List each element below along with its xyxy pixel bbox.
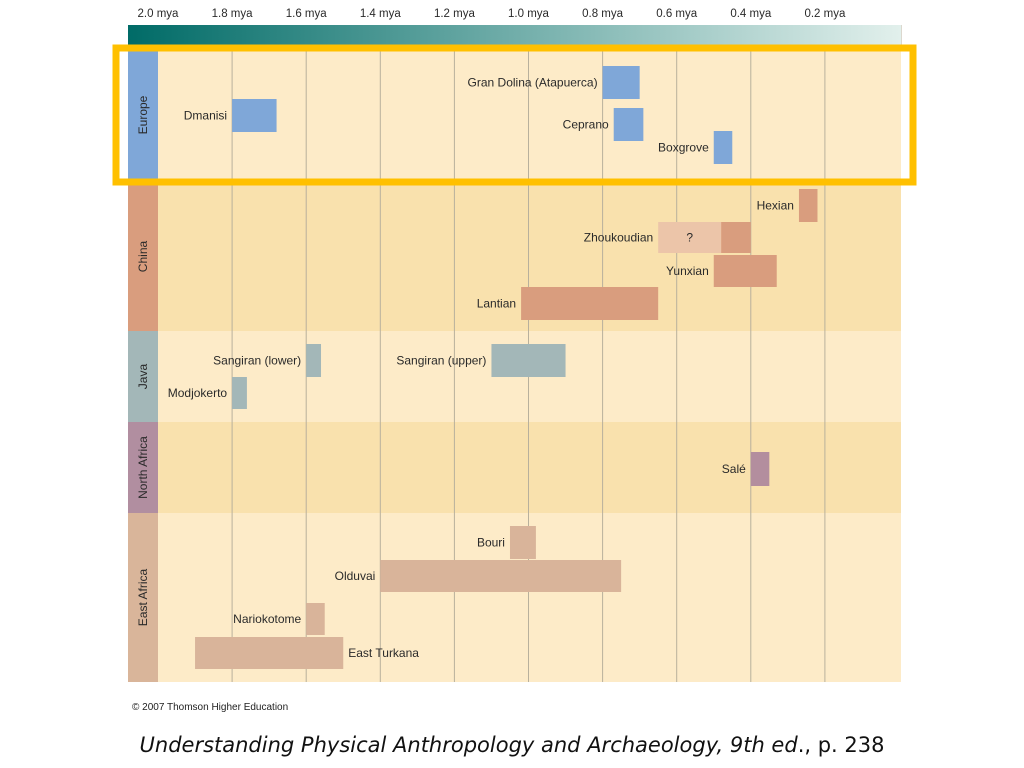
- site-label-east-turkana: East Turkana: [348, 646, 419, 660]
- region-panel-north-africa: [128, 422, 901, 513]
- timeline-chart: 2.0 mya 1.8 mya 1.6 mya 1.4 mya 1.2 mya 1.0 m…: [112, 8, 917, 682]
- site-bar-zhoukoudian: [721, 222, 751, 253]
- x-tick-label: 0.6 mya: [656, 8, 698, 20]
- citation-page: ., p. 238: [797, 733, 885, 757]
- site-bar-boxgrove: [713, 131, 733, 164]
- citation-caption: Understanding Physical Anthropology and …: [0, 733, 1024, 757]
- site-bar-sangiran-lower: [306, 344, 322, 377]
- site-bar-lantian: [521, 287, 659, 320]
- x-tick-label: 0.8 mya: [582, 8, 624, 20]
- region-label-north-africa: North Africa: [136, 436, 150, 499]
- site-label-lantian: Lantian: [477, 297, 516, 311]
- region-strip-china: [128, 182, 158, 331]
- site-label-dmanisi: Dmanisi: [184, 109, 227, 123]
- x-tick-label: 1.4 mya: [360, 8, 402, 20]
- copyright-text: © 2007 Thomson Higher Education: [132, 702, 289, 713]
- site-label-olduvai: Olduvai: [335, 569, 376, 583]
- site-bar-gran-dolina-atapuerca: [602, 66, 640, 99]
- x-tick-label: 1.0 mya: [508, 8, 550, 20]
- region-label-china: China: [136, 241, 150, 273]
- site-bar-hexian: [798, 189, 818, 222]
- site-label-sangiran-upper: Sangiran (upper): [396, 354, 486, 368]
- x-tick-label: 1.8 mya: [212, 8, 254, 20]
- region-label-east-africa: East Africa: [136, 568, 150, 626]
- uncertain-mark: ?: [686, 231, 693, 245]
- site-label-gran-dolina-atapuerca: Gran Dolina (Atapuerca): [468, 76, 598, 90]
- site-bar-east-turkana: [195, 637, 344, 669]
- site-label-yunxian: Yunxian: [666, 264, 709, 278]
- x-tick-label: 1.6 mya: [286, 8, 328, 20]
- site-label-modjokerto: Modjokerto: [168, 386, 228, 400]
- europe-highlight-box: [112, 44, 917, 186]
- site-bar-nariokotome: [306, 603, 325, 635]
- region-label-europe: Europe: [136, 95, 150, 134]
- site-bar-bouri: [509, 526, 536, 559]
- region-strip-north-africa: [128, 422, 158, 513]
- site-label-nariokotome: Nariokotome: [233, 612, 301, 626]
- x-tick-label: 1.2 mya: [434, 8, 476, 20]
- region-strip-east-africa: [128, 513, 158, 682]
- site-bar-sangiran-upper: [491, 344, 566, 377]
- site-bar-sal: [750, 452, 770, 486]
- citation-title: Understanding Physical Anthropology and …: [139, 733, 798, 757]
- site-label-sangiran-lower: Sangiran (lower): [213, 354, 301, 368]
- x-tick-label: 2.0 mya: [138, 8, 180, 20]
- site-bar-ceprano: [613, 108, 644, 141]
- site-label-boxgrove: Boxgrove: [658, 141, 709, 155]
- region-strip-europe: [128, 48, 158, 182]
- x-tick-label: 0.2 mya: [804, 8, 846, 20]
- site-bar-uncertain-zhoukoudian: [658, 222, 722, 253]
- site-bar-yunxian: [713, 255, 777, 287]
- x-tick-label: 0.4 mya: [730, 8, 772, 20]
- site-label-zhoukoudian: Zhoukoudian: [584, 231, 653, 245]
- site-bar-dmanisi: [232, 99, 277, 132]
- site-bar-modjokerto: [232, 377, 247, 409]
- site-bar-olduvai: [380, 560, 622, 592]
- time-axis-bar: [128, 25, 901, 45]
- region-label-java: Java: [136, 364, 150, 390]
- site-label-ceprano: Ceprano: [563, 118, 609, 132]
- site-label-bouri: Bouri: [477, 536, 505, 550]
- site-label-sal: Salé: [722, 462, 746, 476]
- site-label-hexian: Hexian: [757, 199, 794, 213]
- region-strip-java: [128, 331, 158, 422]
